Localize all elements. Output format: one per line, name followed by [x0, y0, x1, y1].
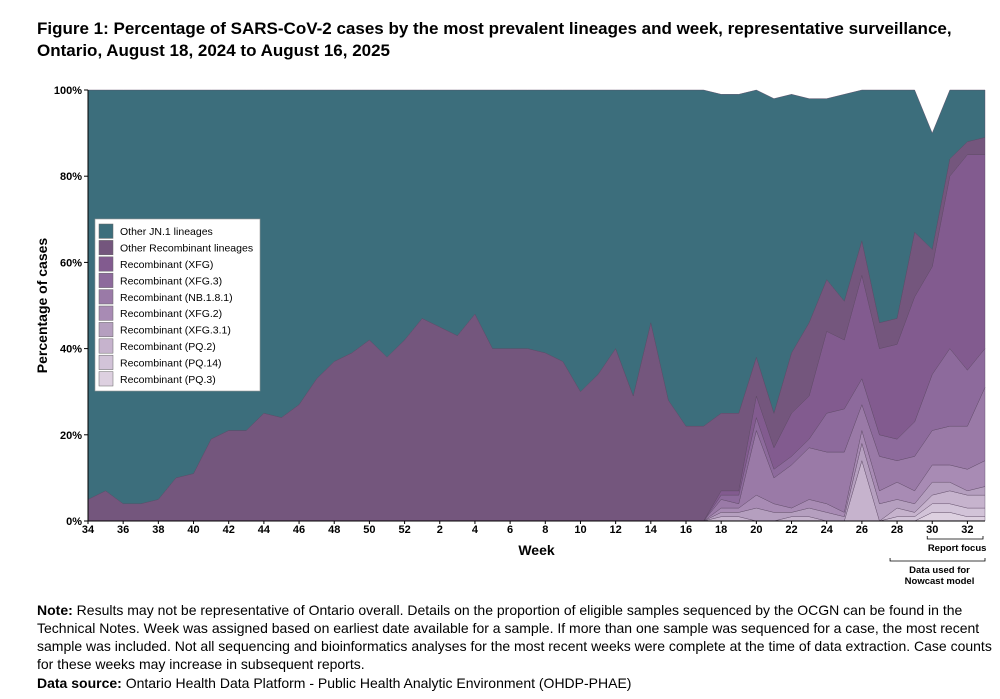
x-tick-label: 40: [187, 524, 199, 536]
report-focus-annotation: Report focus: [928, 543, 987, 554]
note-label: Note:: [37, 602, 73, 618]
legend-swatch: [98, 305, 114, 321]
y-tick-label: 0%: [66, 516, 82, 528]
legend-swatch: [98, 289, 114, 305]
y-tick-label: 100%: [54, 85, 82, 97]
figure-title: Figure 1: Percentage of SARS-CoV-2 cases…: [37, 19, 952, 60]
x-tick-label: 24: [821, 524, 834, 536]
x-tick-label: 16: [680, 524, 692, 536]
note-paragraph: Note: Results may not be representative …: [37, 601, 995, 673]
y-tick-label: 80%: [60, 171, 82, 183]
x-tick-label: 12: [610, 524, 622, 536]
x-tick-label: 26: [856, 524, 868, 536]
nowcast-bracket: [889, 558, 986, 562]
x-tick-label: 42: [223, 524, 235, 536]
stacked-area-chart: 0% 20% 40% 60% 80% 100% 34 36 38 40 42 44 46 48 50 52 2 4…: [0, 80, 1000, 590]
x-tick-label: 44: [258, 524, 271, 536]
legend-swatch: [98, 371, 114, 387]
legend-label: Recombinant (PQ.14): [120, 357, 222, 369]
x-tick-label: 46: [293, 524, 305, 536]
x-tick-label: 6: [507, 524, 513, 536]
report-focus-bracket: [926, 536, 984, 540]
data-source-label: Data source:: [37, 675, 122, 691]
legend-label: Other JN.1 lineages: [120, 226, 213, 238]
legend-swatch: [98, 322, 114, 338]
x-tick-label: 10: [574, 524, 586, 536]
x-tick-label: 52: [398, 524, 410, 536]
data-source: Data source: Ontario Health Data Platfor…: [37, 675, 631, 691]
legend-label: Recombinant (PQ.3): [120, 374, 216, 386]
y-tick-label: 40%: [60, 344, 82, 356]
x-axis-label: Week: [518, 542, 555, 558]
x-tick-label: 14: [645, 524, 658, 536]
legend-swatch: [98, 354, 114, 370]
x-tick-label: 30: [926, 524, 938, 536]
x-tick-label: 32: [961, 524, 973, 536]
x-tick-label: 22: [785, 524, 797, 536]
legend-label: Other Recombinant lineages: [120, 243, 253, 255]
x-tick-label: 50: [363, 524, 375, 536]
legend-swatch: [98, 240, 114, 256]
x-tick-label: 36: [117, 524, 129, 536]
legend-box: [94, 218, 261, 392]
chart-svg: 0%20%40%60%80%100%34 36 38 40 42 44 46 48 50 52 2 4…: [34, 85, 987, 587]
x-tick-label: 28: [891, 524, 903, 536]
legend-label: Recombinant (NB.1.8.1): [120, 292, 233, 304]
data-source-text: Ontario Health Data Platform - Public He…: [121, 675, 632, 691]
x-tick-label: 38: [152, 524, 164, 536]
x-tick-label: 48: [328, 524, 340, 536]
y-axis-label: Percentage of cases: [34, 238, 50, 374]
legend-label: Recombinant (PQ.2): [120, 341, 216, 353]
x-tick-label: 2: [437, 524, 443, 536]
legend-label: Recombinant (XFG): [120, 259, 213, 271]
x-tick-label: 8: [542, 524, 548, 536]
note-text: Results may not be representative of Ont…: [37, 602, 992, 672]
legend-swatch: [98, 256, 114, 272]
nowcast-annotation-line1: Data used for: [909, 565, 970, 576]
y-tick-label: 20%: [60, 430, 82, 442]
legend-label: Recombinant (XFG.2): [120, 308, 222, 320]
x-tick-label: 34: [82, 524, 95, 536]
legend-swatch: [98, 223, 114, 239]
y-tick-label: 60%: [60, 257, 82, 269]
legend-label: Recombinant (XFG.3.1): [120, 325, 231, 337]
legend-swatch: [98, 338, 114, 354]
legend-swatch: [98, 272, 114, 288]
nowcast-annotation-line2: Nowcast model: [905, 576, 975, 587]
x-tick-label: 4: [472, 524, 479, 536]
series-area-other-jn-1-lineages: [87, 89, 986, 504]
legend-label: Recombinant (XFG.3): [120, 275, 222, 287]
x-tick-label: 18: [715, 524, 727, 536]
x-tick-label: 20: [750, 524, 762, 536]
